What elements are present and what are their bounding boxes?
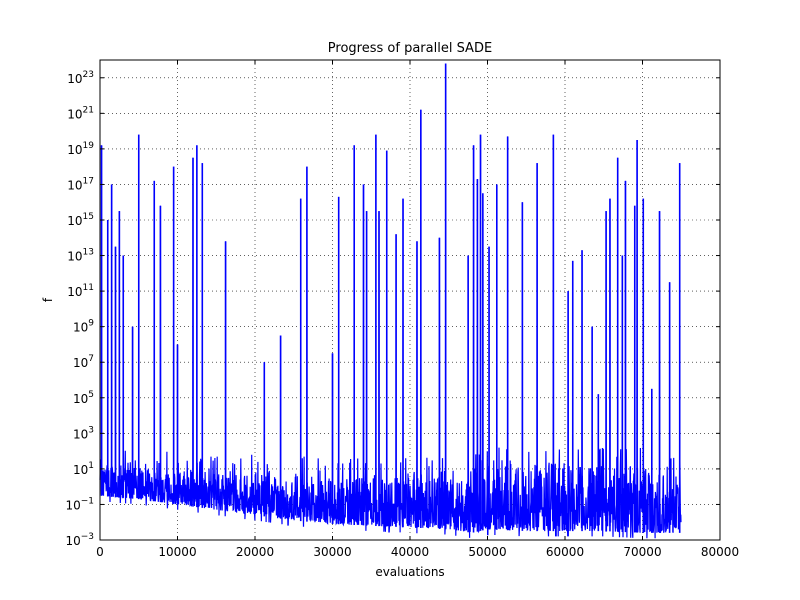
x-tick-label: 70000 — [623, 545, 661, 559]
grid-layer — [100, 60, 720, 540]
y-tick-label: 1023 — [67, 70, 94, 86]
series-layer — [99, 63, 682, 539]
series-line — [99, 63, 682, 539]
tick-layer: 0 10000 20000 30000 40000 50000 60000 70000 8000… — [65, 60, 739, 559]
y-tick-label: 101 — [73, 461, 94, 477]
x-tick-label: 30000 — [313, 545, 351, 559]
y-tick-label: 109 — [73, 319, 94, 335]
x-tick-label: 20000 — [236, 545, 274, 559]
y-tick-label: 10−1 — [65, 496, 94, 512]
y-tick-label: 1021 — [67, 105, 94, 121]
x-tick-label: 10000 — [158, 545, 196, 559]
chart-title: Progress of parallel SADE — [328, 41, 492, 56]
y-tick-label: 105 — [73, 390, 94, 406]
x-axis-label: evaluations — [375, 565, 444, 579]
y-tick-label: 1011 — [67, 283, 94, 299]
x-tick-label: 60000 — [546, 545, 584, 559]
y-tick-label: 1017 — [67, 176, 94, 192]
x-tick-label: 80000 — [701, 545, 739, 559]
y-axis-label: f — [41, 297, 55, 302]
y-tick-label: 1013 — [67, 248, 94, 264]
y-tick-label: 103 — [73, 425, 94, 441]
y-tick-label: 107 — [73, 354, 94, 370]
x-tick-label: 50000 — [468, 545, 506, 559]
x-tick-label: 0 — [96, 545, 104, 559]
x-tick-label: 40000 — [391, 545, 429, 559]
y-tick-label: 1019 — [67, 141, 94, 157]
y-tick-label: 1015 — [67, 212, 94, 228]
y-tick-label: 10−3 — [65, 532, 94, 548]
